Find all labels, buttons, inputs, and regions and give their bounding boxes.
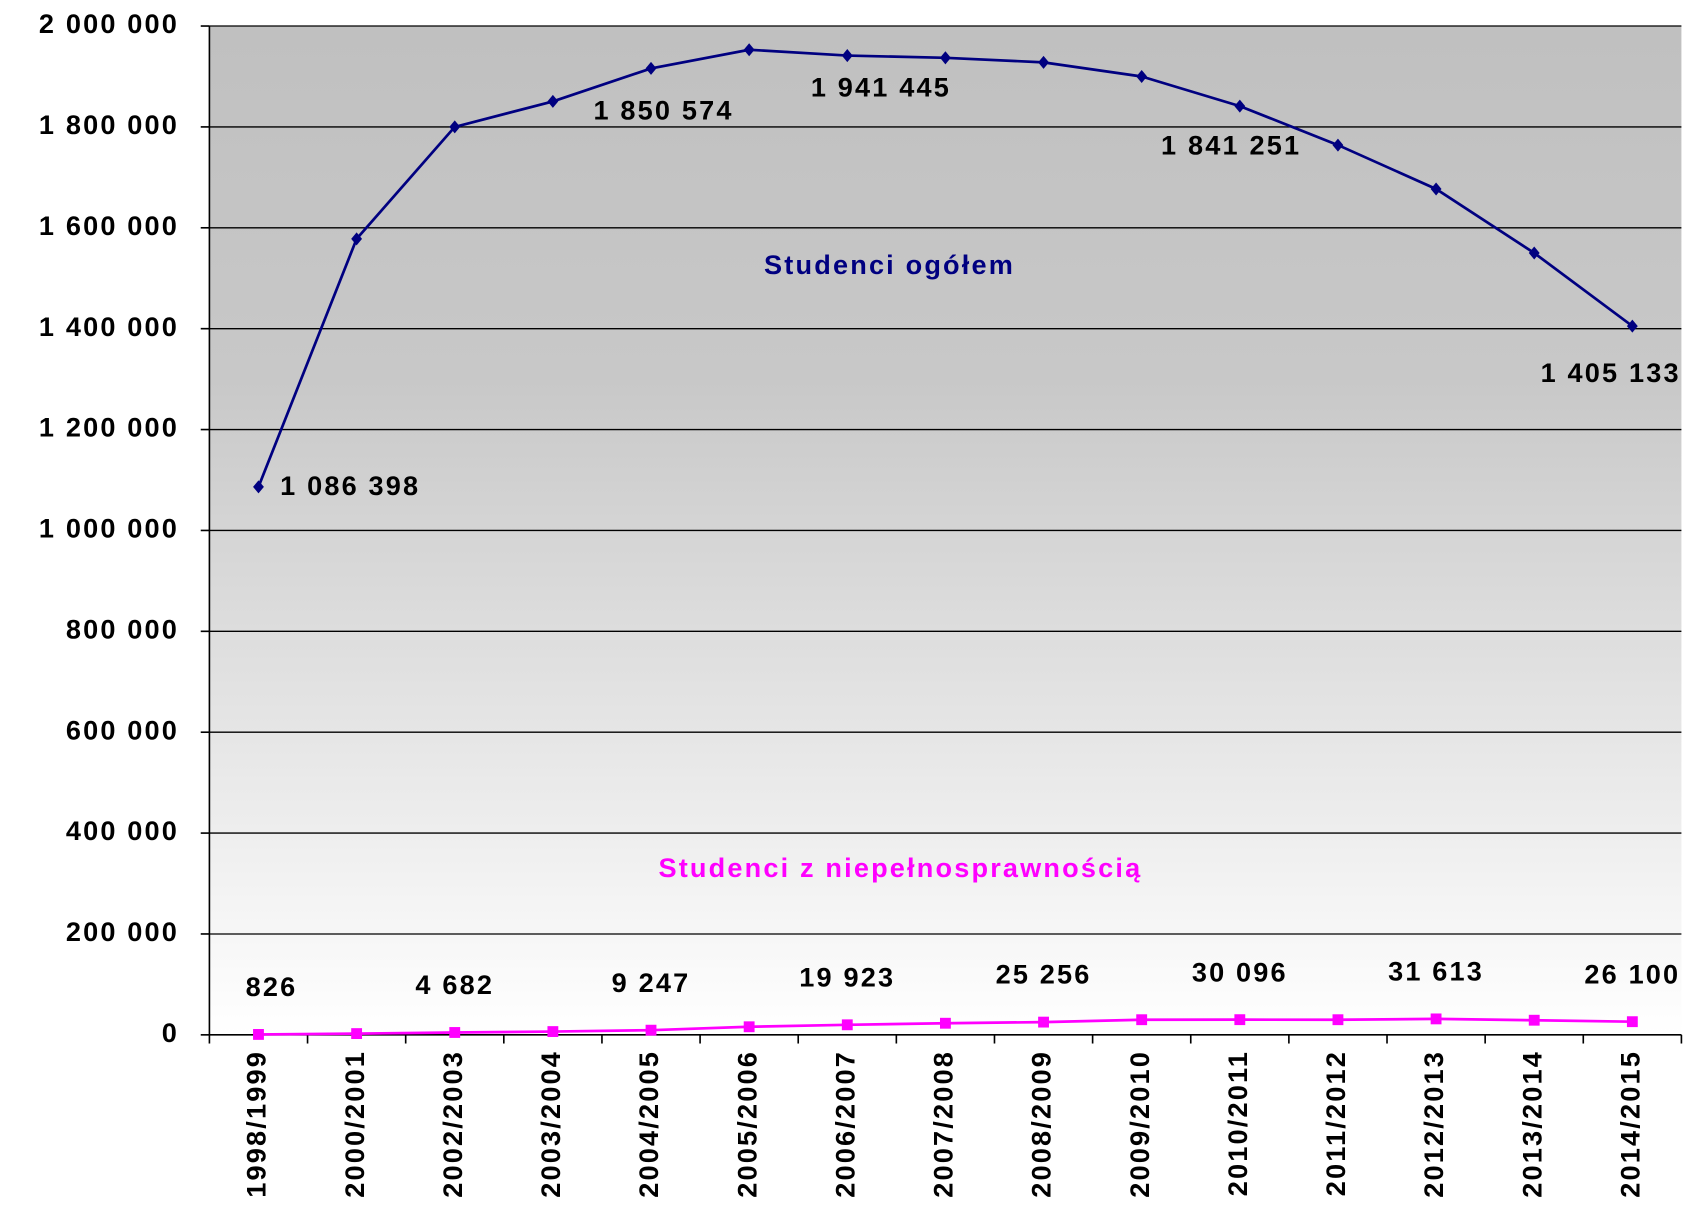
y-tick-label: 0	[162, 1017, 179, 1048]
marker	[1136, 69, 1148, 83]
value-label: 1 941 445	[811, 71, 951, 102]
y-tick-label: 1 600 000	[39, 210, 179, 241]
x-tick-label: 2002/2003	[437, 1050, 468, 1198]
marker	[449, 1027, 461, 1038]
marker	[1332, 138, 1344, 152]
value-label: 1 405 133	[1541, 357, 1681, 388]
marker	[547, 1026, 559, 1037]
y-tick-label: 600 000	[66, 714, 179, 745]
y-tick-label: 200 000	[66, 916, 179, 947]
x-tick-label: 2012/2013	[1418, 1050, 1449, 1198]
x-tick-label: 2000/2001	[339, 1050, 370, 1198]
x-tick-label: 2014/2015	[1615, 1050, 1646, 1198]
marker	[1528, 1014, 1540, 1026]
marker	[547, 94, 559, 108]
marker	[743, 1021, 755, 1033]
x-tick-label: 2008/2009	[1026, 1050, 1057, 1198]
marker	[449, 120, 461, 134]
y-tick-label: 1 000 000	[39, 513, 179, 544]
value-label: 9 247	[612, 967, 691, 998]
series-label: Studenci z niepełnosprawnością	[658, 852, 1142, 883]
y-tick-label: 800 000	[66, 613, 179, 644]
x-tick-label: 2011/2012	[1320, 1050, 1351, 1196]
marker	[351, 1028, 363, 1040]
value-label: 4 682	[415, 969, 494, 1000]
marker	[939, 51, 951, 65]
y-tick-label: 1 200 000	[39, 412, 179, 443]
x-tick-label: 2004/2005	[633, 1050, 664, 1198]
value-label: 1 850 574	[593, 94, 733, 125]
x-tick-label: 2013/2014	[1516, 1050, 1547, 1198]
value-label: 30 096	[1192, 956, 1288, 987]
marker	[1136, 1014, 1148, 1026]
y-tick-label: 1 800 000	[39, 109, 179, 140]
x-tick-label: 2009/2010	[1124, 1050, 1155, 1198]
x-tick-label: 1998/1999	[241, 1050, 272, 1198]
marker	[1234, 99, 1246, 113]
x-tick-label: 2010/2011	[1222, 1050, 1253, 1196]
x-tick-label: 2003/2004	[535, 1050, 566, 1198]
marker	[939, 1017, 951, 1029]
marker	[1430, 1013, 1442, 1025]
marker	[1626, 1016, 1638, 1028]
value-label: 31 613	[1388, 955, 1484, 986]
marker	[253, 1029, 264, 1040]
marker	[1430, 182, 1442, 196]
value-label: 1 841 251	[1161, 129, 1301, 160]
series-label: Studenci ogółem	[764, 249, 1015, 280]
y-tick-label: 1 400 000	[39, 311, 179, 342]
marker	[1234, 1014, 1246, 1026]
value-label: 25 256	[996, 959, 1092, 990]
y-tick-label: 400 000	[66, 815, 179, 846]
value-label: 826	[246, 971, 298, 1002]
x-tick-label: 2007/2008	[928, 1050, 959, 1198]
marker	[841, 1019, 853, 1031]
x-tick-label: 2005/2006	[731, 1050, 762, 1198]
value-label: 26 100	[1584, 958, 1680, 989]
y-tick-label: 2 000 000	[39, 8, 179, 39]
marker	[1332, 1014, 1344, 1026]
marker	[645, 1024, 657, 1036]
marker	[1038, 1016, 1049, 1028]
value-label: 1 086 398	[280, 470, 420, 501]
marker	[645, 61, 657, 75]
x-tick-label: 2006/2007	[829, 1050, 860, 1198]
value-label: 19 923	[799, 961, 895, 992]
